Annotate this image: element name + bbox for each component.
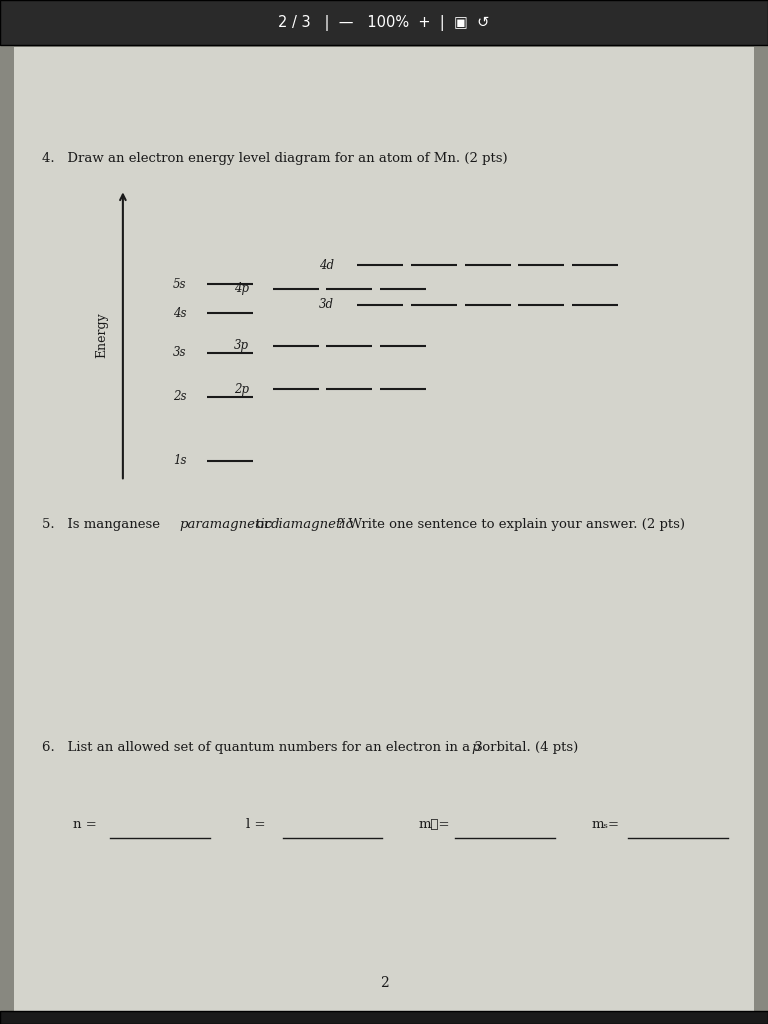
Text: 3s: 3s bbox=[173, 346, 187, 359]
Text: paramagnetic: paramagnetic bbox=[179, 518, 272, 530]
Text: 4s: 4s bbox=[173, 307, 187, 319]
Text: l =: l = bbox=[246, 818, 265, 830]
Text: n =: n = bbox=[73, 818, 97, 830]
Text: 4p: 4p bbox=[234, 283, 250, 295]
Text: 5s: 5s bbox=[173, 278, 187, 291]
Text: diamagnetic: diamagnetic bbox=[270, 518, 353, 530]
Text: 2: 2 bbox=[379, 976, 389, 990]
Text: 2p: 2p bbox=[234, 383, 250, 396]
Text: 4d: 4d bbox=[319, 259, 334, 271]
Text: 6.   List an allowed set of quantum numbers for an electron in a 3: 6. List an allowed set of quantum number… bbox=[42, 741, 483, 754]
FancyBboxPatch shape bbox=[0, 0, 768, 45]
Text: 2 / 3   |  —   100%  +  |  ▣  ↺: 2 / 3 | — 100% + | ▣ ↺ bbox=[278, 14, 490, 31]
Text: 4.   Draw an electron energy level diagram for an atom of Mn. (2 pts): 4. Draw an electron energy level diagram… bbox=[42, 153, 508, 165]
FancyBboxPatch shape bbox=[14, 47, 754, 1012]
Text: 3d: 3d bbox=[319, 298, 334, 311]
Text: orbital. (4 pts): orbital. (4 pts) bbox=[478, 741, 578, 754]
FancyBboxPatch shape bbox=[0, 1011, 768, 1024]
Text: 3p: 3p bbox=[234, 339, 250, 352]
Text: 1s: 1s bbox=[173, 455, 187, 467]
Text: p: p bbox=[471, 741, 480, 754]
Text: mℓ=: mℓ= bbox=[419, 818, 450, 830]
Text: 2s: 2s bbox=[173, 390, 187, 403]
Text: ? Write one sentence to explain your answer. (2 pts): ? Write one sentence to explain your ans… bbox=[337, 518, 685, 530]
Text: mₛ=: mₛ= bbox=[591, 818, 619, 830]
Text: Energy: Energy bbox=[95, 312, 108, 358]
Text: or: or bbox=[252, 518, 275, 530]
Text: 5.   Is manganese: 5. Is manganese bbox=[42, 518, 164, 530]
